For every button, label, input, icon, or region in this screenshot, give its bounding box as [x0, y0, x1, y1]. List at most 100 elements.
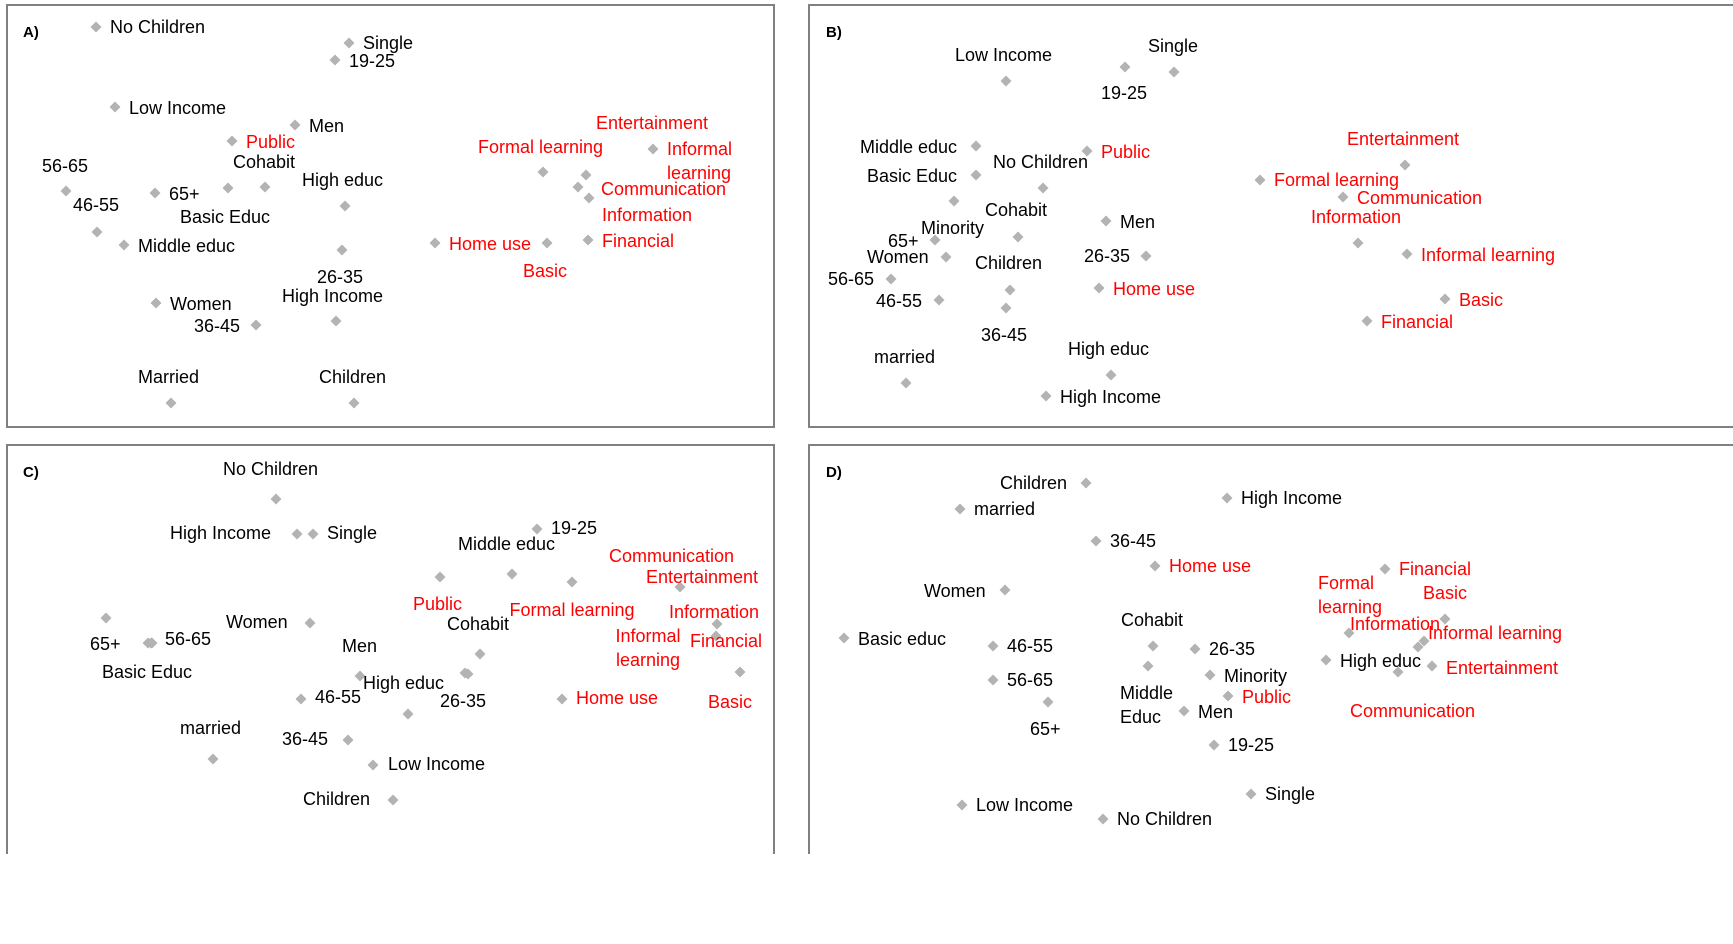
point-label-middle-educ: Middle educ — [458, 534, 555, 554]
point-label-middle-educ: Middle Educ — [1120, 683, 1173, 727]
point-marker-19-25 — [329, 54, 341, 66]
point-label-information: Information — [1311, 207, 1401, 227]
point-label-56-65: 56-65 — [42, 156, 88, 176]
point-label-communication: Communication — [1357, 188, 1482, 208]
point-marker-middle-educ — [970, 140, 982, 152]
point-marker-minority — [1204, 669, 1216, 681]
point-marker-children — [387, 794, 399, 806]
point-marker-information — [583, 192, 595, 204]
point-label-46-55: 46-55 — [876, 291, 922, 311]
point-label-26-35: 26-35 — [1209, 639, 1255, 659]
point-label-home-use: Home use — [1113, 279, 1195, 299]
point-label-men: Men — [309, 116, 344, 136]
point-label-65: 65+ — [888, 231, 919, 251]
point-marker-basic-educ — [970, 169, 982, 181]
point-marker-26-35 — [402, 708, 414, 720]
point-label-women: Women — [867, 247, 929, 267]
point-label-26-35: 26-35 — [1084, 246, 1130, 266]
point-label-cohabit: Cohabit — [233, 152, 295, 172]
point-marker-entertainment — [647, 143, 659, 155]
point-label-single: Single — [1148, 36, 1198, 56]
point-label-cohabit: Cohabit — [447, 614, 509, 634]
point-marker-basic — [541, 237, 553, 249]
point-label-no-children: No Children — [110, 17, 205, 37]
point-label-46-55: 46-55 — [315, 687, 361, 707]
point-label-financial: Financial — [1381, 312, 1453, 332]
point-marker-entertainment — [1426, 660, 1438, 672]
point-marker-56-65 — [885, 273, 897, 285]
panel-c-label: C) — [23, 464, 39, 481]
point-marker-65 — [149, 187, 161, 199]
point-marker-basic — [734, 666, 746, 678]
point-label-men: Men — [1198, 702, 1233, 722]
point-label-no-children: No Children — [223, 459, 318, 479]
point-label-public: Public — [1101, 142, 1150, 162]
point-marker-high-income — [330, 315, 342, 327]
panel-b: B) — [808, 4, 1733, 428]
point-label-36-45: 36-45 — [1110, 531, 1156, 551]
point-marker-formal-learning — [1343, 627, 1355, 639]
point-marker-single — [343, 37, 355, 49]
point-label-high-educ: High educ — [302, 170, 383, 190]
point-marker-informal-learning — [1401, 248, 1413, 260]
point-label-public: Public — [413, 594, 462, 614]
point-marker-single — [1168, 66, 1180, 78]
point-marker-high-educ — [462, 668, 474, 680]
point-marker-public — [1081, 145, 1093, 157]
point-marker-public — [434, 571, 446, 583]
point-label-high-income: High Income — [1060, 387, 1161, 407]
point-marker-no-children — [270, 493, 282, 505]
panel-b-label: B) — [826, 24, 842, 41]
point-label-cohabit: Cohabit — [1121, 610, 1183, 630]
point-marker-home-use — [429, 237, 441, 249]
point-marker-home-use — [1093, 282, 1105, 294]
point-label-high-income: High Income — [282, 286, 383, 306]
point-marker-informal-learning — [580, 169, 592, 181]
point-marker-communication — [566, 576, 578, 588]
point-marker-26-35 — [1189, 643, 1201, 655]
point-marker-36-45 — [342, 734, 354, 746]
point-label-high-income: High Income — [1241, 488, 1342, 508]
point-marker-basic-educ — [838, 632, 850, 644]
point-marker-married — [165, 397, 177, 409]
point-marker-married — [900, 377, 912, 389]
point-marker-65 — [929, 234, 941, 246]
scatter-panel-b: Low Income Single 19-25 Middle educ Public No… — [828, 36, 1555, 407]
point-marker-basic-educ — [146, 637, 158, 649]
point-label-middle-educ: Middle educ — [860, 137, 957, 157]
point-marker-56-65 — [987, 674, 999, 686]
point-label-low-income: Low Income — [129, 98, 226, 118]
point-marker-single — [1245, 788, 1257, 800]
point-label-information: Information — [1350, 614, 1440, 634]
scatter-panel-d: Children High Income married 36-45 Home use F… — [838, 473, 1562, 829]
point-marker-middle-educ — [118, 239, 130, 251]
point-label-low-income: Low Income — [955, 45, 1052, 65]
point-label-men: Men — [1120, 212, 1155, 232]
point-label-65: 65+ — [1030, 719, 1061, 739]
point-marker-information — [1412, 641, 1424, 653]
point-marker-middle-educ — [1142, 660, 1154, 672]
point-marker-women — [304, 617, 316, 629]
point-label-informal-learning: Informal learning — [1428, 623, 1562, 643]
point-marker-basic-educ — [222, 182, 234, 194]
point-label-information: Information — [669, 602, 759, 622]
point-marker-cohabit — [259, 181, 271, 193]
point-marker-cohabit — [474, 648, 486, 660]
point-label-65: 65+ — [169, 184, 200, 204]
point-marker-men — [1178, 705, 1190, 717]
point-marker-financial — [1361, 315, 1373, 327]
point-label-public: Public — [246, 132, 295, 152]
point-marker-minority — [1012, 231, 1024, 243]
point-marker-low-income — [1000, 75, 1012, 87]
point-label-36-45: 36-45 — [282, 729, 328, 749]
point-label-home-use: Home use — [576, 688, 658, 708]
point-label-56-65: 56-65 — [828, 269, 874, 289]
point-marker-high-educ — [1105, 369, 1117, 381]
point-marker-entertainment — [674, 581, 686, 593]
point-marker-children — [348, 397, 360, 409]
point-label-56-65: 56-65 — [165, 629, 211, 649]
point-marker-19-25 — [1208, 739, 1220, 751]
point-marker-public — [226, 135, 238, 147]
point-marker-information — [711, 618, 723, 630]
